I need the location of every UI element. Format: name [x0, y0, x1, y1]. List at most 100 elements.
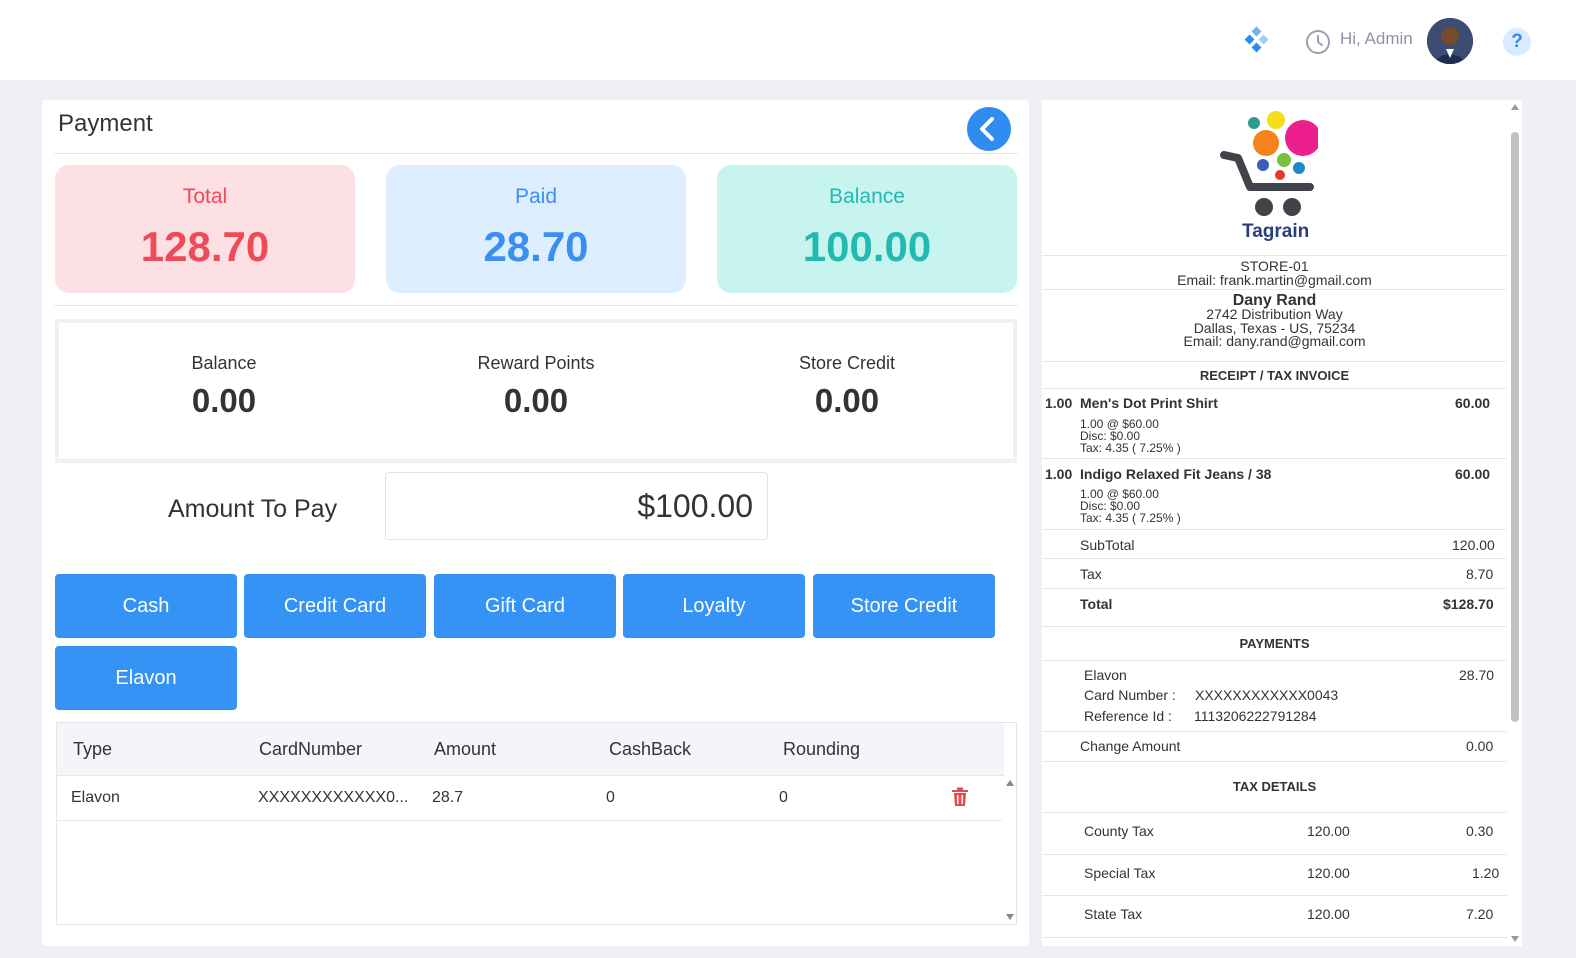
tax-detail-name: Special Tax [1084, 865, 1156, 881]
divider [1042, 854, 1507, 855]
store-email: Email: frank.martin@gmail.com [1177, 272, 1372, 288]
item-price-line: 1.00 @ $60.00 [1080, 487, 1159, 501]
divider [1042, 761, 1507, 762]
tax-detail-base: 120.00 [1307, 906, 1350, 922]
customer-balance-label: Balance [191, 353, 257, 373]
trash-icon[interactable] [951, 787, 969, 807]
divider [54, 305, 1018, 306]
card-number-label: Card Number : [1084, 687, 1176, 703]
tax-detail-name: State Tax [1084, 906, 1143, 922]
avatar[interactable] [1427, 18, 1473, 64]
reward-points: Reward Points 0.00 [386, 353, 686, 420]
reward-points-value: 0.00 [503, 382, 569, 419]
subtotal-label: SubTotal [1080, 537, 1135, 553]
receipt-panel: Tagrain STORE-01 Email: frank.martin@gma… [1042, 100, 1522, 946]
tagrain-logo: Tagrain [1220, 111, 1318, 242]
customer-balance: Balance 0.00 [74, 353, 374, 420]
store-credit-label: Store Credit [798, 353, 896, 373]
divider [1042, 660, 1507, 661]
paid-label: Paid [514, 185, 558, 208]
payments-table: Type CardNumber Amount CashBack Rounding… [56, 722, 1017, 925]
loyalty-button[interactable]: Loyalty [623, 574, 805, 638]
tax-detail-amount: 1.20 [1472, 865, 1500, 881]
balance-card: Balance 100.00 [717, 165, 1017, 293]
store-credit: Store Credit 0.00 [697, 353, 997, 420]
apps-grid-icon[interactable] [1242, 26, 1270, 54]
store-credit-value: 0.00 [814, 382, 880, 419]
payments-title: PAYMENTS [1239, 636, 1310, 651]
clock-icon[interactable] [1305, 29, 1331, 55]
item-qty: 1.00 [1045, 466, 1073, 482]
card-number-value: XXXXXXXXXXXX0043 [1195, 687, 1339, 703]
divider [1042, 626, 1507, 627]
reference-id-label: Reference Id : [1084, 708, 1172, 724]
item-tax-line: Tax: 4.35 ( 7.25% ) [1080, 441, 1181, 455]
item-qty: 1.00 [1045, 395, 1073, 411]
greeting-text: Hi, Admin [1340, 29, 1413, 48]
reference-id-value: 1113206222791284 [1194, 708, 1317, 724]
customer-balance-value: 0.00 [191, 382, 257, 419]
row-card-number: XXXXXXXXXXXX0... [258, 789, 409, 806]
store-name: STORE-01 [1240, 258, 1309, 274]
chevron-left-icon [980, 117, 994, 141]
store-credit-button[interactable]: Store Credit [813, 574, 995, 638]
divider [1042, 812, 1507, 813]
elavon-button[interactable]: Elavon [55, 646, 237, 710]
item-total: 60.00 [1455, 466, 1491, 482]
credit-card-button[interactable]: Credit Card [244, 574, 426, 638]
cash-button[interactable]: Cash [55, 574, 237, 638]
divider [1042, 937, 1507, 938]
total-value: 128.70 [140, 223, 270, 270]
row-type: Elavon [71, 789, 120, 806]
row-rounding: 0 [779, 789, 788, 806]
payment-type: Elavon [1084, 667, 1127, 683]
divider [1042, 731, 1507, 732]
balance-label: Balance [829, 185, 905, 208]
customer-address-line2: Dallas, Texas - US, 75234 [1193, 320, 1356, 336]
table-header: Type CardNumber Amount CashBack Rounding [57, 723, 1004, 776]
divider [1042, 388, 1507, 389]
table-scrollbar[interactable] [1004, 776, 1016, 924]
item-price-line: 1.00 @ $60.00 [1080, 417, 1159, 431]
item-discount-line: Disc: $0.00 [1080, 429, 1141, 443]
divider [1042, 255, 1507, 256]
gift-card-button[interactable]: Gift Card [434, 574, 616, 638]
tax-value: 8.70 [1466, 566, 1494, 582]
customer-info-box: Balance 0.00 Reward Points 0.00 Store Cr… [55, 319, 1017, 463]
row-amount: 28.7 [432, 789, 464, 806]
divider [1042, 588, 1507, 589]
tax-details-title: TAX DETAILS [1232, 779, 1317, 794]
divider [1042, 529, 1507, 530]
item-tax-line: Tax: 4.35 ( 7.25% ) [1080, 511, 1181, 525]
amount-to-pay-label: Amount To Pay [168, 495, 338, 523]
tax-detail-name: County Tax [1084, 823, 1154, 839]
tax-detail-amount: 0.30 [1466, 823, 1494, 839]
customer-address-line1: 2742 Distribution Way [1206, 306, 1343, 322]
column-cashback: CashBack [609, 739, 692, 759]
column-rounding: Rounding [783, 739, 861, 759]
column-amount: Amount [434, 739, 497, 759]
subtotal-value: 120.00 [1452, 537, 1495, 553]
total-label: Total [182, 185, 228, 208]
divider [1042, 458, 1507, 459]
tax-label: Tax [1080, 566, 1102, 582]
item-name: Men's Dot Print Shirt [1080, 395, 1218, 411]
paid-card: Paid 28.70 [386, 165, 686, 293]
paid-value: 28.70 [483, 223, 589, 270]
back-button[interactable] [967, 107, 1011, 151]
change-amount-label: Change Amount [1080, 738, 1181, 754]
total-value: $128.70 [1443, 596, 1494, 612]
item-name: Indigo Relaxed Fit Jeans / 38 [1080, 466, 1272, 482]
tax-detail-amount: 7.20 [1466, 906, 1494, 922]
top-bar: Hi, Admin ? [0, 0, 1576, 80]
amount-to-pay-input[interactable] [385, 472, 768, 540]
reward-points-label: Reward Points [477, 353, 595, 373]
receipt-title: RECEIPT / TAX INVOICE [1199, 368, 1350, 383]
item-discount-line: Disc: $0.00 [1080, 499, 1141, 513]
receipt-scrollbar[interactable] [1508, 100, 1522, 946]
column-card-number: CardNumber [259, 739, 363, 759]
tax-detail-base: 120.00 [1307, 865, 1350, 881]
help-icon[interactable]: ? [1503, 28, 1531, 56]
customer-name: Dany Rand [1232, 292, 1317, 309]
payment-panel: Payment Total 128.70 Paid 28.70 Balance … [42, 100, 1029, 946]
